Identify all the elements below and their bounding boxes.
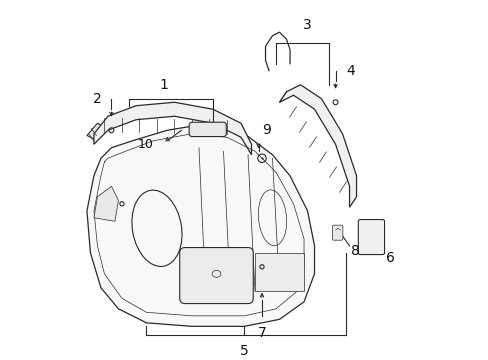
- Polygon shape: [279, 85, 356, 207]
- Polygon shape: [254, 253, 304, 291]
- Polygon shape: [87, 123, 314, 326]
- Text: 4: 4: [346, 64, 354, 78]
- FancyBboxPatch shape: [180, 248, 253, 303]
- Text: 5: 5: [240, 344, 248, 358]
- Polygon shape: [94, 186, 118, 221]
- Text: 2: 2: [93, 92, 102, 106]
- FancyBboxPatch shape: [332, 225, 342, 240]
- Text: 1: 1: [159, 78, 168, 92]
- FancyBboxPatch shape: [358, 220, 384, 255]
- Text: 6: 6: [386, 251, 394, 265]
- Polygon shape: [87, 123, 104, 139]
- Text: 8: 8: [350, 244, 360, 258]
- Text: 3: 3: [303, 18, 311, 32]
- Text: 9: 9: [262, 123, 270, 137]
- FancyBboxPatch shape: [189, 122, 226, 136]
- Text: 7: 7: [257, 326, 266, 340]
- Text: 10: 10: [137, 138, 153, 151]
- Polygon shape: [94, 102, 251, 155]
